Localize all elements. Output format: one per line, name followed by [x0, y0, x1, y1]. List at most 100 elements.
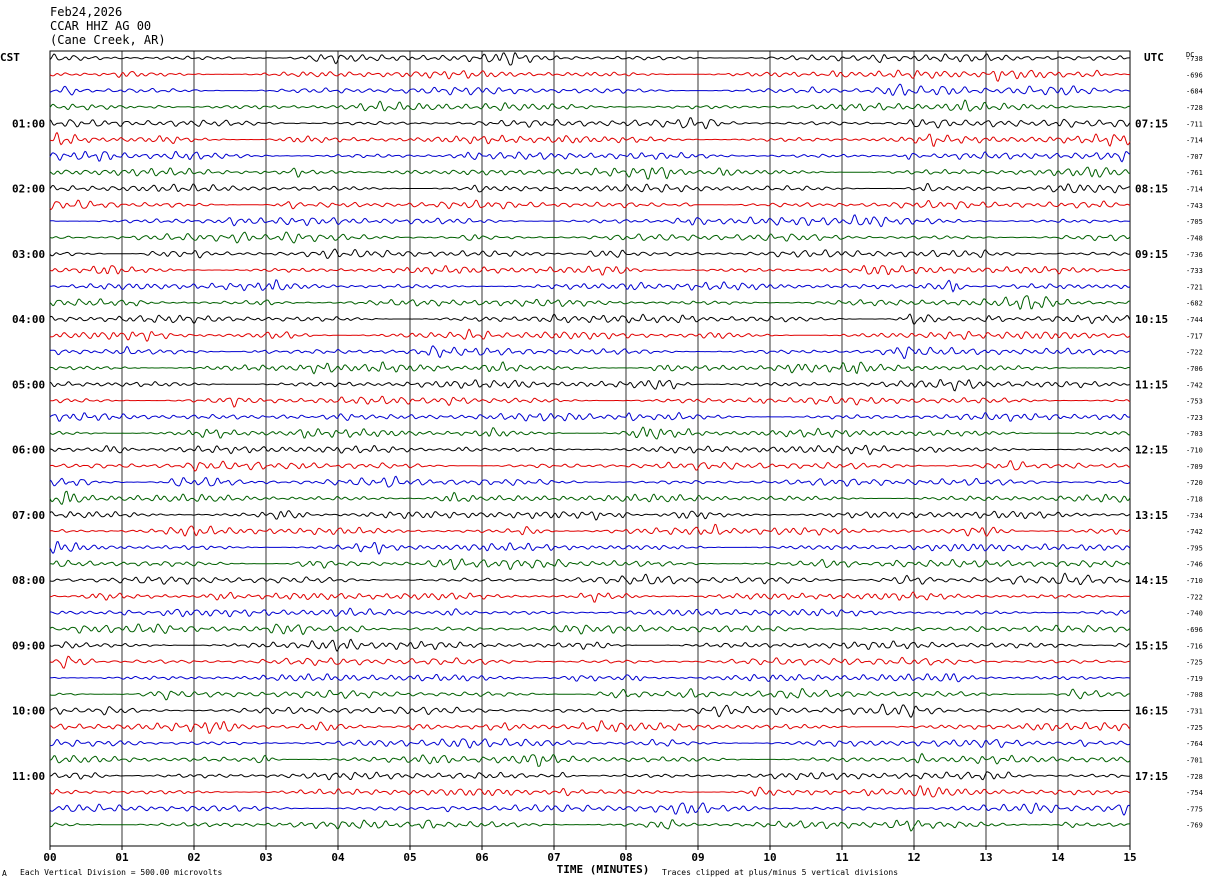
trace-line [49, 264, 1130, 276]
trace-line [49, 475, 1131, 488]
trace-line [49, 379, 1131, 392]
dc-offset-value: -723 [1186, 414, 1203, 422]
x-tick-group: 00 01 02 03 04 05 06 07 08 09 10 11 12 13 14 15 [43, 846, 1137, 864]
cst-time-label: 11:00 [12, 770, 45, 783]
x-axis-label: TIME (MINUTES) [557, 863, 650, 876]
trace-line [49, 166, 1131, 180]
dc-offset-value: -775 [1186, 805, 1203, 813]
dc-offset-value: -733 [1186, 267, 1203, 275]
trace-line [49, 771, 1131, 781]
dc-offset-value: -742 [1186, 381, 1203, 389]
division-note: Each Vertical Division = 500.00 microvol… [20, 868, 223, 877]
dc-offset-value: -696 [1186, 626, 1203, 634]
trace-line [49, 117, 1131, 130]
utc-time-label: 15:15 [1135, 639, 1168, 652]
plot-date: Feb24,2026 [50, 5, 123, 19]
trace-line [49, 182, 1131, 194]
utc-time-label: 10:15 [1135, 313, 1168, 326]
trace-line [49, 214, 1130, 228]
dc-offset-value: -696 [1186, 71, 1203, 79]
dc-offset-value: -761 [1186, 169, 1203, 177]
x-tick-label: 09 [691, 851, 704, 864]
dc-offset-value: -722 [1186, 593, 1203, 601]
trace-line [49, 248, 1131, 259]
trace-line [49, 411, 1131, 422]
dc-offset-value: -740 [1186, 610, 1203, 618]
trace-line [49, 752, 1131, 767]
dc-offset-value: -738 [1186, 55, 1203, 63]
utc-axis-label: UTC [1144, 51, 1164, 64]
utc-time-label: 17:15 [1135, 770, 1168, 783]
trace-line [50, 738, 1131, 749]
dc-offset-value: -748 [1186, 234, 1203, 242]
x-tick-label: 10 [763, 851, 776, 864]
trace-line [49, 199, 1131, 211]
trace-line [49, 703, 1130, 718]
station-code: CCAR HHZ AG 00 [50, 19, 152, 33]
x-tick-label: 04 [331, 851, 345, 864]
dc-offset-value: -709 [1186, 463, 1203, 471]
utc-time-label: 07:15 [1135, 117, 1168, 130]
dc-offset-value: -734 [1186, 512, 1203, 520]
dc-offset-value: -714 [1186, 137, 1203, 145]
cst-time-label: 04:00 [12, 313, 45, 326]
trace-line [50, 591, 1131, 603]
dc-offset-value: -725 [1186, 724, 1203, 732]
dc-offset-value: -682 [1186, 300, 1203, 308]
trace-line [49, 99, 1131, 112]
trace-line [49, 673, 1131, 683]
dc-offset-value: -731 [1186, 708, 1203, 716]
trace-line [49, 69, 1130, 83]
x-tick-label: 11 [835, 851, 849, 864]
dc-offset-value: -742 [1186, 528, 1203, 536]
x-tick-label: 07 [547, 851, 560, 864]
dc-offset-value: -728 [1186, 773, 1203, 781]
clip-note: Traces clipped at plus/minus 5 vertical … [662, 868, 899, 877]
dc-offset-value: -722 [1186, 349, 1203, 357]
cst-time-label: 02:00 [12, 183, 45, 196]
trace-line [49, 819, 1131, 832]
utc-time-label: 08:15 [1135, 183, 1168, 196]
trace-line [49, 83, 1131, 97]
dc-offset-value: -703 [1186, 430, 1203, 438]
x-tick-label: 12 [907, 851, 920, 864]
dc-offset-value: -743 [1186, 202, 1203, 210]
dc-offset-value: -684 [1186, 88, 1203, 96]
dc-offset-value: -701 [1186, 756, 1203, 764]
trace-line [49, 720, 1131, 734]
cst-time-label: 10:00 [12, 705, 45, 718]
trace-line [50, 444, 1131, 456]
dc-offset-value: -705 [1186, 218, 1203, 226]
x-tick-label: 15 [1123, 851, 1136, 864]
dc-offset-value: -714 [1186, 186, 1203, 194]
dc-column-label: DC [1186, 51, 1194, 59]
trace-group [49, 51, 1131, 832]
dc-offset-value: -736 [1186, 251, 1203, 259]
cst-time-label: 07:00 [12, 509, 45, 522]
trace-line [49, 785, 1131, 798]
trace-line [49, 638, 1131, 652]
cst-time-label: 09:00 [12, 639, 45, 652]
dc-offset-value: -708 [1186, 691, 1203, 699]
x-tick-label: 06 [475, 851, 489, 864]
dc-offset-value: -744 [1186, 316, 1203, 324]
trace-line [49, 150, 1131, 163]
x-tick-label: 03 [259, 851, 272, 864]
trace-line [49, 426, 1131, 440]
station-location: (Cane Creek, AR) [50, 33, 166, 47]
cst-time-label: 08:00 [12, 574, 45, 587]
cst-time-label: 03:00 [12, 248, 45, 261]
x-tick-label: 00 [43, 851, 56, 864]
x-tick-label: 13 [979, 851, 992, 864]
utc-time-label: 16:15 [1135, 705, 1168, 718]
trace-line [49, 572, 1131, 585]
trace-line [49, 607, 1130, 618]
dc-offset-value: -764 [1186, 740, 1203, 748]
dc-offset-value: -795 [1186, 544, 1203, 552]
trace-line [49, 460, 1131, 472]
dc-offset-value: -719 [1186, 675, 1203, 683]
dc-offset-value: -710 [1186, 577, 1203, 585]
x-tick-label: 01 [115, 851, 129, 864]
utc-time-label: 09:15 [1135, 248, 1168, 261]
